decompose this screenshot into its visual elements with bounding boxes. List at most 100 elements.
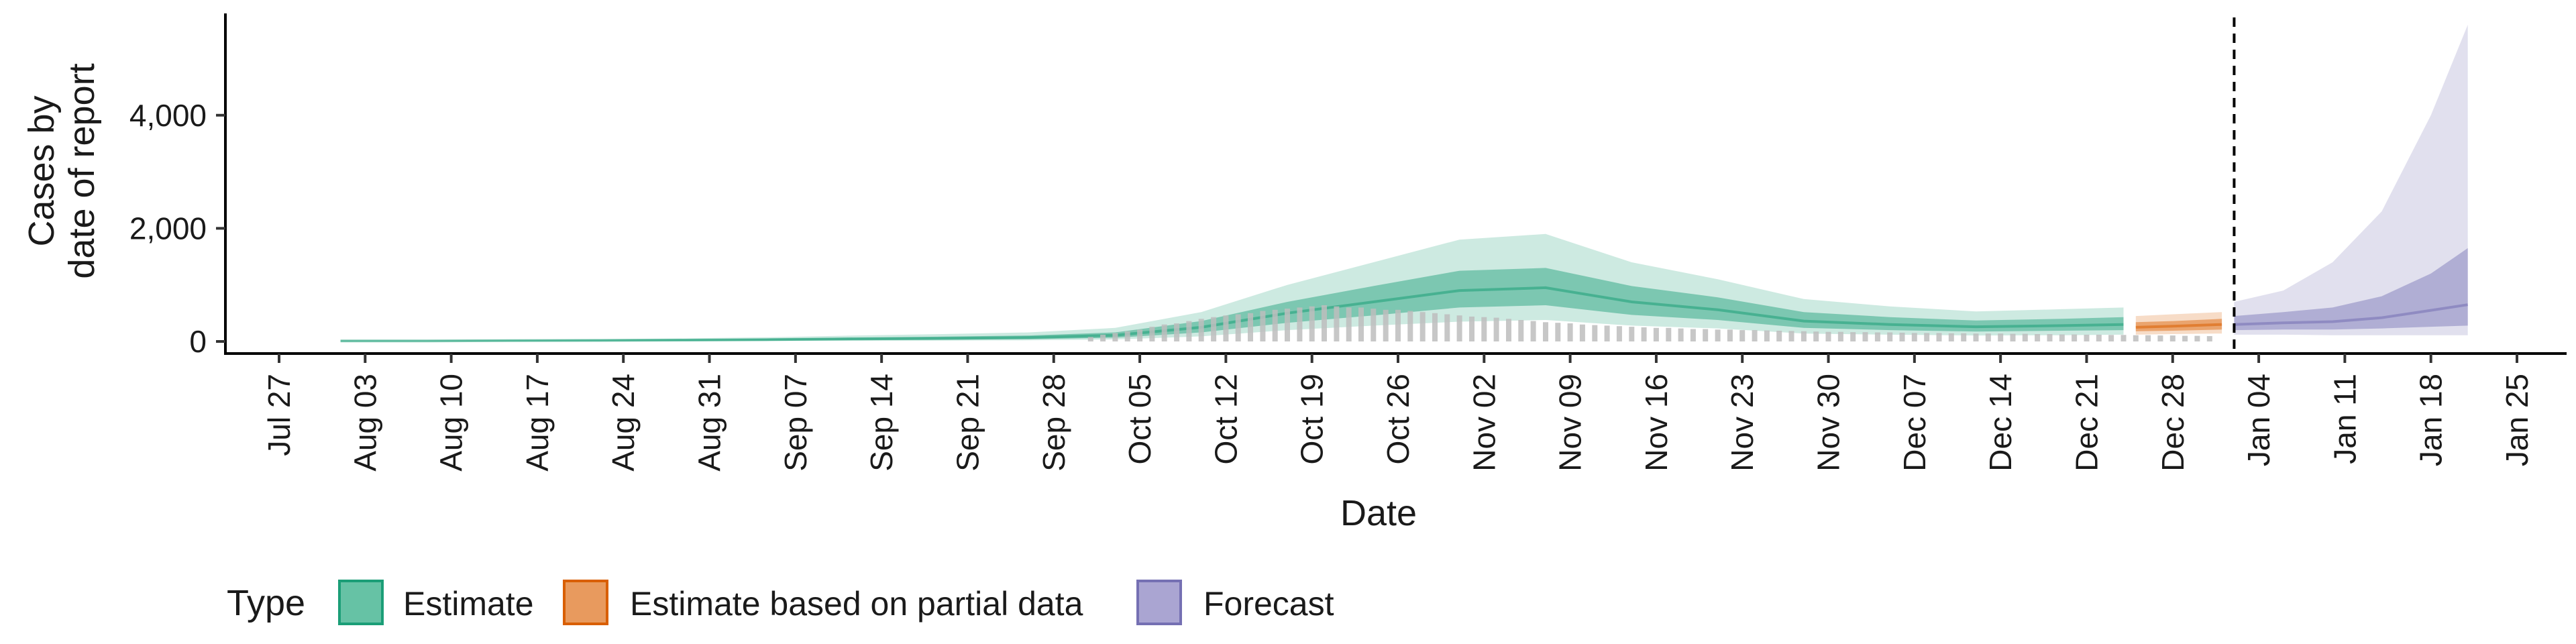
reported-case-bar: [2108, 335, 2114, 341]
legend-label-forecast: Forecast: [1203, 585, 1334, 623]
reported-case-bar: [1506, 319, 1511, 341]
reported-case-bar: [1985, 333, 1991, 341]
x-tick-label: Jan 18: [2414, 374, 2449, 466]
reported-case-bar: [2206, 336, 2212, 341]
x-tick-label: Aug 10: [434, 374, 469, 472]
reported-case-bar: [1124, 331, 1130, 341]
reported-case-bar: [2084, 334, 2090, 341]
reported-case-bar: [1211, 317, 1217, 341]
x-tick-label: Nov 02: [1466, 374, 1501, 472]
x-tick-label: Aug 17: [520, 374, 555, 472]
y-axis-label-line1: Cases by: [21, 95, 62, 246]
reported-case-bar: [1555, 323, 1561, 341]
legend-label-estimate: Estimate: [403, 585, 534, 623]
reported-case-bar: [2121, 335, 2127, 341]
reported-case-bar: [1407, 311, 1413, 341]
x-tick-label: Aug 03: [347, 374, 382, 472]
reported-case-bar: [1087, 337, 1093, 341]
x-tick-label: Dec 07: [1897, 374, 1932, 472]
legend-key-estimate: [338, 580, 384, 625]
reported-case-bar: [1850, 332, 1856, 341]
reported-case-bar: [1432, 313, 1438, 341]
x-tick-label: Sep 28: [1036, 374, 1071, 472]
x-axis-label: Date: [1340, 493, 1417, 533]
reported-case-bar: [1739, 330, 1746, 341]
legend: Type Estimate Estimate based on partial …: [227, 580, 1334, 625]
reported-case-bar: [1690, 329, 1696, 341]
reported-case-bar: [1948, 333, 1954, 341]
reported-case-bar: [1383, 309, 1389, 341]
reported-case-bar: [1813, 331, 1819, 341]
reported-case-bar: [2157, 335, 2163, 341]
reported-case-bar: [1100, 334, 1106, 341]
reported-case-bar: [1530, 321, 1536, 341]
y-tick-label: 0: [189, 324, 207, 359]
x-tick-label: Jan 11: [2327, 374, 2362, 464]
reported-case-bar: [1235, 314, 1241, 341]
reported-case-bar: [1371, 309, 1377, 341]
reported-case-bar: [1825, 331, 1831, 341]
reported-case-bar: [2010, 333, 2016, 341]
x-tick-label: Jan 04: [2241, 374, 2276, 466]
reported-case-bar: [1149, 327, 1155, 341]
y-axis-label-line2: date of report: [62, 63, 102, 278]
reported-case-bar: [1419, 312, 1426, 341]
legend-key-partial: [563, 580, 608, 625]
reported-case-bar: [1837, 331, 1843, 341]
reported-case-bar: [1616, 326, 1622, 341]
reported-case-bar: [1161, 324, 1167, 341]
reported-case-bars: [1087, 305, 2212, 341]
reported-case-bar: [1801, 331, 1807, 341]
forecast-outer-band: [2234, 24, 2468, 335]
x-tick-label: Aug 31: [692, 374, 727, 472]
reported-case-bar: [1973, 333, 1979, 341]
reported-case-bar: [2035, 334, 2041, 341]
reported-case-bar: [2194, 335, 2200, 341]
reported-case-bar: [1186, 321, 1192, 341]
x-tick-label: Aug 24: [606, 374, 641, 472]
reported-case-bar: [1309, 306, 1315, 341]
estimate-outer-band: [340, 233, 2124, 341]
reported-case-bar: [1641, 327, 1647, 341]
reported-case-bar: [1776, 331, 1782, 341]
reported-case-bar: [1137, 329, 1143, 341]
reported-case-bar: [1678, 328, 1684, 341]
reported-case-bar: [2096, 334, 2102, 341]
reported-case-bar: [1899, 332, 1905, 341]
reported-case-bar: [1493, 317, 1499, 341]
x-tick-label: Oct 05: [1122, 374, 1157, 465]
x-tick-label: Sep 21: [951, 374, 985, 472]
x-axis-ticks: Jul 27 Aug 03 Aug 10 Aug 17 Aug 24 Aug 31 Sep …: [262, 354, 2534, 472]
x-tick-label: Nov 16: [1639, 374, 1674, 472]
x-tick-label: Jan 25: [2500, 374, 2534, 466]
reported-case-bar: [1223, 315, 1229, 341]
reported-case-bar: [1285, 309, 1290, 341]
reported-case-bar: [1862, 332, 1868, 341]
reported-case-bar: [2169, 335, 2176, 341]
reported-case-bar: [1874, 332, 1880, 341]
reported-case-bar: [2133, 335, 2139, 341]
reported-case-bar: [1703, 329, 1709, 341]
reported-case-bar: [1764, 330, 1770, 341]
forecast-median-line: [2234, 303, 2469, 326]
reported-case-bar: [1924, 333, 1930, 341]
reported-case-bar: [2047, 334, 2053, 341]
legend-title: Type: [227, 583, 305, 623]
reported-case-bar: [1715, 329, 1721, 341]
reported-case-bar: [1543, 322, 1548, 341]
y-tick-label: 2,000: [129, 211, 207, 246]
x-tick-label: Dec 14: [1983, 374, 2018, 472]
reported-case-bar: [1592, 325, 1598, 341]
reported-case-bar: [1322, 305, 1327, 341]
reported-case-bar: [1653, 327, 1659, 341]
reported-case-bar: [2022, 333, 2028, 341]
legend-label-partial: Estimate based on partial data: [630, 585, 1083, 623]
reported-case-bar: [2145, 335, 2151, 341]
x-tick-label: Dec 21: [2070, 374, 2104, 472]
reported-case-bar: [1518, 320, 1524, 341]
estimate-median-line: [340, 286, 2124, 343]
reported-case-bar: [1456, 315, 1462, 341]
reported-case-bar: [1961, 333, 1967, 341]
reported-case-bar: [1887, 332, 1893, 341]
